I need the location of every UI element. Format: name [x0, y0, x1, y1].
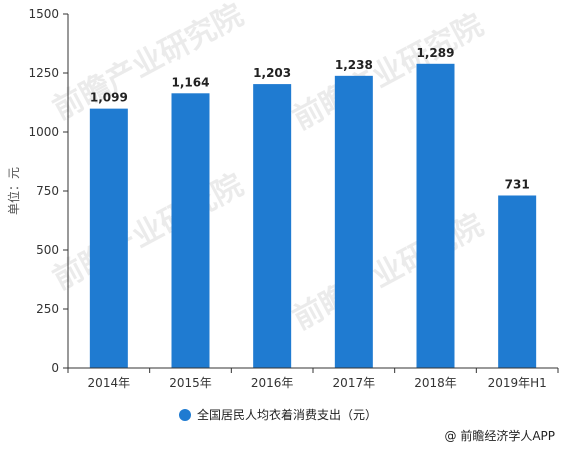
y-tick-label: 500 — [36, 243, 59, 257]
x-tick-label: 2014年 — [88, 376, 131, 390]
bar — [498, 195, 537, 368]
bar — [253, 84, 292, 368]
y-axis: 0 250 500 750 1000 1250 1500 — [28, 7, 69, 375]
data-label: 731 — [505, 177, 530, 191]
bar — [89, 108, 128, 369]
bar — [171, 93, 210, 369]
legend-marker — [179, 409, 191, 421]
legend-label: 全国居民人均衣着消费支出（元） — [197, 407, 377, 422]
bar — [416, 63, 455, 369]
y-tick-label: 250 — [36, 302, 59, 316]
watermark-text: 前瞻产业研究院 — [287, 208, 489, 337]
data-label: 1,238 — [335, 58, 373, 72]
watermark-text: 前瞻产业研究院 — [287, 8, 489, 137]
bar — [334, 75, 373, 368]
data-label: 1,099 — [90, 91, 128, 105]
x-tick-label: 2016年 — [251, 376, 294, 390]
x-tick-label: 2019年H1 — [488, 376, 547, 390]
watermark-text: 前瞻产业研究院 — [47, 0, 249, 127]
legend: 全国居民人均衣着消费支出（元） — [179, 407, 377, 422]
x-tick-label: 2018年 — [414, 376, 457, 390]
y-axis-label: 单位：元 — [6, 167, 21, 215]
data-label: 1,289 — [417, 46, 455, 60]
y-tick-label: 750 — [36, 184, 59, 198]
data-label: 1,203 — [253, 66, 291, 80]
bars: 1,099 1,164 1,203 1,238 1,289 731 — [89, 46, 537, 369]
y-tick-label: 1000 — [28, 125, 59, 139]
y-tick-label: 1250 — [28, 66, 59, 80]
data-label: 1,164 — [172, 75, 210, 89]
y-tick-label: 1500 — [28, 7, 59, 21]
x-tick-label: 2015年 — [169, 376, 212, 390]
x-axis: 2014年 2015年 2016年 2017年 2018年 2019年H1 — [67, 367, 559, 390]
y-tick-label: 0 — [51, 361, 59, 375]
source-credit: @ 前瞻经济学人APP — [445, 428, 556, 443]
watermark-text: 前瞻产业研究院 — [47, 168, 249, 297]
x-tick-label: 2017年 — [333, 376, 376, 390]
